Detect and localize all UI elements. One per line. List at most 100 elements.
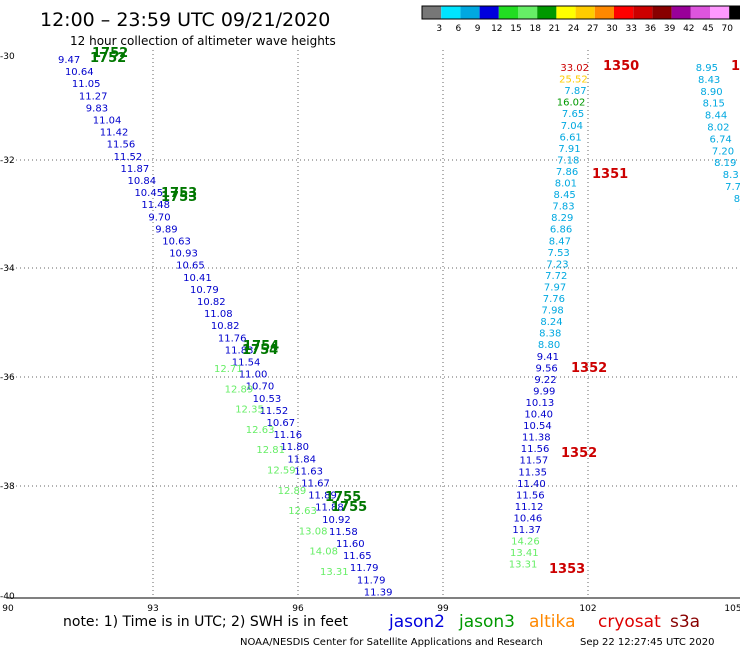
scale-label: 15 xyxy=(510,24,521,34)
map-grid xyxy=(8,50,740,599)
wave-height-value: 10.40 xyxy=(524,410,553,421)
wave-height-value: 11.39 xyxy=(364,587,393,598)
satellite-legend-entry: jason2 xyxy=(388,612,445,632)
wave-height-value: 10.41 xyxy=(183,273,212,284)
wave-height-value: 6.74 xyxy=(710,134,732,145)
scale-swatch xyxy=(441,6,461,19)
wave-height-value: 16.02 xyxy=(557,98,586,109)
wave-height-value: 7.04 xyxy=(561,121,583,132)
wave-height-value: 6.61 xyxy=(560,132,582,143)
lat-label: -30 xyxy=(0,52,15,62)
wave-height-value: 11.00 xyxy=(239,370,268,381)
wave-height-value: 11.83 xyxy=(225,345,254,356)
wave-height-value: 9.89 xyxy=(155,224,177,235)
wave-height-value: 11.56 xyxy=(516,490,545,501)
wave-height-value: 10.63 xyxy=(162,237,191,248)
wave-height-value: 9.56 xyxy=(536,363,558,374)
wave-height-value: 9.83 xyxy=(86,103,108,114)
wave-height-value: 10.70 xyxy=(246,382,275,393)
satellite-legend-entry: altika xyxy=(529,612,576,632)
pass-number-label-overlap: 1755 xyxy=(331,500,367,515)
wave-height-value: 7.97 xyxy=(544,282,566,293)
pass-number-label-overlap: 1753 xyxy=(161,186,197,201)
wave-height-value: 33.02 xyxy=(560,63,589,74)
wave-height-value: 13.41 xyxy=(510,548,539,559)
scale-label: 24 xyxy=(568,24,580,34)
satellite-legend-entry: cryosat xyxy=(598,612,661,632)
pass-number-label: 1 xyxy=(731,59,740,74)
lat-label: -36 xyxy=(0,373,15,383)
scale-label: 21 xyxy=(549,24,560,34)
wave-height-value: 8.43 xyxy=(698,75,720,86)
wave-height-value: 11.76 xyxy=(218,333,247,344)
pass-number-label: 1755 xyxy=(325,490,361,505)
wave-height-value: 11.89 xyxy=(308,491,337,502)
wave-height-value: 10.92 xyxy=(322,515,351,526)
wave-height-value: 12.35 xyxy=(235,405,264,416)
wave-height-value: 9.47 xyxy=(58,55,80,66)
scale-label: 27 xyxy=(587,24,598,34)
wave-height-value: 10.82 xyxy=(211,321,240,332)
credit-line: NOAA/NESDIS Center for Satellite Applica… xyxy=(240,637,543,648)
wave-height-value: 11.27 xyxy=(79,91,108,102)
wave-height-observations: 9.4710.6411.0511.279.8311.0411.4211.5611… xyxy=(58,55,740,598)
wave-height-value: 11.05 xyxy=(72,79,101,90)
wave-height-value: 9.22 xyxy=(534,375,556,386)
wave-height-value: 12.63 xyxy=(246,425,275,436)
wave-height-value: 11.54 xyxy=(232,358,261,369)
scale-swatch xyxy=(594,6,614,19)
satellite-legend-entry: jason3 xyxy=(458,612,515,632)
wave-height-value: 7.18 xyxy=(557,155,579,166)
wave-height-value: 11.38 xyxy=(522,433,551,444)
pass-number-label: 1754 xyxy=(242,343,278,358)
wave-height-value: 8.38 xyxy=(539,329,561,340)
wave-height-value: 10.79 xyxy=(190,285,219,296)
wave-height-value: 8.19 xyxy=(714,158,736,169)
lon-label: 105 xyxy=(724,604,740,614)
wave-height-value: 13.08 xyxy=(299,526,328,537)
footer-note: note: 1) Time is in UTC; 2) SWH is in fe… xyxy=(63,614,349,630)
wave-height-value: 11.35 xyxy=(518,467,547,478)
wave-height-value: 8.44 xyxy=(705,111,727,122)
wave-height-value: 10.64 xyxy=(65,67,94,78)
wave-height-value: 8.95 xyxy=(696,63,718,74)
wave-height-value: 9.70 xyxy=(148,212,170,223)
wave-height-value: 7.98 xyxy=(542,306,564,317)
pass-number-label: 1753 xyxy=(161,190,197,205)
wave-height-value: 8.02 xyxy=(707,123,729,134)
satellite-legend-entry: s3a xyxy=(670,612,700,632)
wave-height-value: 14.08 xyxy=(309,547,338,558)
scale-label: 33 xyxy=(625,24,636,34)
wave-height-value: 8.47 xyxy=(549,236,571,247)
scale-label: 45 xyxy=(702,24,713,34)
wave-height-value: 10.65 xyxy=(176,261,205,272)
wave-height-value: 9.99 xyxy=(533,386,555,397)
scale-swatch xyxy=(479,6,499,19)
wave-height-value: 7.86 xyxy=(556,167,578,178)
lat-label: -40 xyxy=(0,592,15,602)
wave-height-value: 12.81 xyxy=(256,445,285,456)
scale-swatch xyxy=(690,6,710,19)
wave-height-value: 11.52 xyxy=(260,406,289,417)
wave-height-value: 13.31 xyxy=(509,560,538,571)
wave-height-value: 8.3 xyxy=(723,170,739,181)
lat-label: -38 xyxy=(0,482,15,492)
timestamp: Sep 22 12:27:45 UTC 2020 xyxy=(580,637,714,648)
wave-height-value: 10.84 xyxy=(128,176,157,187)
wave-height-value: 10.67 xyxy=(267,418,296,429)
wave-height-value: 7.76 xyxy=(543,294,565,305)
scale-label: 18 xyxy=(529,24,541,34)
lat-label: -34 xyxy=(0,264,15,274)
wave-height-value: 11.58 xyxy=(329,527,358,538)
wave-height-value: 6.86 xyxy=(550,225,572,236)
wave-height-value: 11.52 xyxy=(114,152,143,163)
scale-label: 36 xyxy=(645,24,657,34)
scale-swatch xyxy=(537,6,557,19)
wave-height-value: 10.82 xyxy=(197,297,226,308)
wave-height-value: 11.63 xyxy=(294,466,323,477)
wave-height-value: 11.65 xyxy=(343,551,372,562)
wave-height-value: 12.89 xyxy=(278,486,307,497)
wave-height-value: 7.87 xyxy=(564,86,586,97)
